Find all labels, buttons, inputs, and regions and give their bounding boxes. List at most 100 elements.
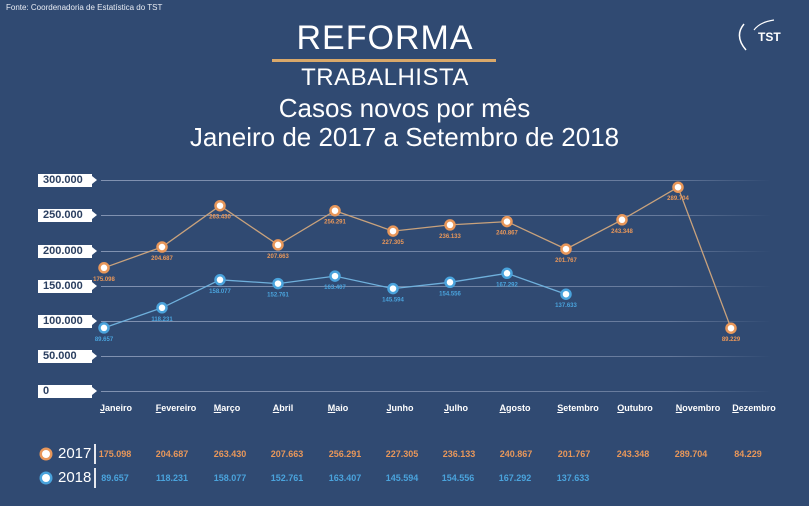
data-point-marker — [501, 267, 513, 280]
data-point-label: 137.633 — [555, 303, 577, 309]
tst-logo-icon — [738, 19, 775, 51]
data-point-label: 175.098 — [93, 277, 115, 283]
y-tick-100000: 100.000 — [38, 315, 97, 328]
data-point-marker — [272, 277, 284, 290]
table-cell: 145.594 — [385, 473, 419, 483]
table-cell: 263.430 — [213, 449, 247, 459]
data-point-marker — [98, 262, 110, 274]
month-label: Setembro — [557, 403, 599, 413]
table-cell: 243.348 — [616, 449, 650, 459]
table-cell: 158.077 — [213, 473, 247, 483]
data-point-marker — [501, 215, 513, 228]
legend-divider — [94, 468, 96, 488]
table-cell: 175.098 — [98, 449, 132, 459]
month-label: Agosto — [499, 403, 531, 413]
data-point-label: 236.133 — [439, 234, 461, 240]
data-point-marker — [156, 241, 168, 253]
table-cell: 167.292 — [498, 473, 532, 483]
table-cell: 89.657 — [101, 473, 129, 483]
data-point-marker — [98, 322, 110, 334]
table-cell: 152.761 — [270, 473, 304, 483]
data-point-label: 263.430 — [209, 215, 231, 221]
table-cell: 201.767 — [557, 449, 591, 459]
data-point-marker — [272, 239, 284, 251]
data-point-label: 289.704 — [667, 196, 689, 202]
series-line — [103, 186, 732, 329]
legend-marker-2018-icon — [42, 474, 50, 482]
data-point-label: 256.291 — [324, 220, 346, 226]
table-cell: 118.231 — [155, 473, 189, 483]
legend-year: 2018 — [58, 469, 92, 486]
month-label: Junho — [386, 403, 414, 413]
data-point-label: 163.407 — [324, 285, 346, 291]
y-tick-250000: 250.000 — [38, 209, 97, 222]
data-point-marker — [560, 288, 572, 300]
table-cell: 240.867 — [499, 449, 533, 459]
series-2017: 175.098 204.687 263.430 207.663 256.291 227.3… — [93, 181, 741, 343]
data-point-marker — [329, 204, 341, 217]
logo-text: TST — [758, 30, 781, 44]
data-point-label: 154.556 — [439, 291, 461, 297]
data-point-label: 201.767 — [555, 258, 577, 264]
month-label: Março — [213, 403, 241, 413]
data-point-label: 204.687 — [151, 256, 173, 262]
y-tick-200000: 200.000 — [38, 245, 97, 258]
table-cell: 256.291 — [328, 449, 362, 459]
table-cell: 227.305 — [385, 449, 419, 459]
data-point-marker — [214, 274, 226, 286]
chart-title-line2: Janeiro de 2017 a Setembro de 2018 — [189, 122, 620, 152]
month-label: Abril — [272, 403, 294, 413]
data-point-label: 207.663 — [267, 254, 289, 260]
table-cell: 207.663 — [270, 449, 304, 459]
data-point-label: 118.231 — [151, 317, 173, 323]
table-cell: 289.704 — [674, 449, 708, 459]
data-point-marker — [560, 243, 572, 255]
month-label: Julho — [443, 403, 469, 413]
month-label: Dezembro — [732, 403, 776, 413]
data-point-label: 167.292 — [496, 282, 518, 288]
data-point-label: 89.229 — [722, 337, 741, 343]
table-cell: 204.687 — [155, 449, 189, 459]
y-tick-50000: 50.000 — [38, 350, 97, 363]
month-label: Novembro — [675, 403, 721, 413]
month-label: Janeiro — [99, 403, 133, 413]
data-point-label: 145.594 — [382, 298, 404, 304]
table-cell: 84.229 — [734, 449, 762, 459]
gridlines — [101, 180, 771, 392]
month-label: Maio — [327, 403, 349, 413]
y-tick-0: 0 — [38, 385, 97, 398]
data-point-label: 158.077 — [209, 289, 231, 295]
data-point-marker — [616, 214, 628, 226]
data-point-marker — [672, 181, 684, 193]
y-tick-150000: 150.000 — [38, 280, 97, 293]
month-label: Fevereiro — [155, 403, 197, 413]
brand-divider — [272, 59, 496, 62]
y-tick-300000: 300.000 — [38, 174, 97, 187]
chart-title: Casos novos por mês Janeiro de 2017 a Se… — [0, 94, 809, 152]
data-point-label: 227.305 — [382, 240, 404, 246]
data-point-label: 152.761 — [267, 293, 289, 299]
data-point-marker — [725, 322, 737, 334]
series-layer: 175.098 204.687 263.430 207.663 256.291 227.3… — [93, 181, 741, 343]
data-point-label: 243.348 — [611, 229, 633, 235]
data-point-marker — [329, 270, 341, 282]
chart-title-line1: Casos novos por mês — [278, 93, 531, 123]
data-point-marker — [156, 302, 168, 314]
table-cell: 163.407 — [328, 473, 362, 483]
data-point-marker — [444, 276, 456, 289]
brand-title: REFORMA — [296, 19, 474, 57]
brand-subtitle: TRABALHISTA — [301, 64, 469, 91]
data-point-label: 89.657 — [95, 337, 114, 343]
legend-divider — [94, 444, 96, 464]
table-cell: 236.133 — [442, 449, 476, 459]
data-point-marker — [214, 199, 226, 212]
data-point-marker — [387, 225, 399, 237]
data-point-marker — [444, 219, 456, 231]
table-cell: 154.556 — [441, 473, 475, 483]
table-cell: 137.633 — [556, 473, 590, 483]
legend-year: 2017 — [58, 445, 92, 462]
data-point-marker — [387, 282, 399, 295]
source-note: Fonte: Coordenadoria de Estatística do T… — [6, 3, 163, 12]
month-label: Outubro — [617, 403, 653, 413]
